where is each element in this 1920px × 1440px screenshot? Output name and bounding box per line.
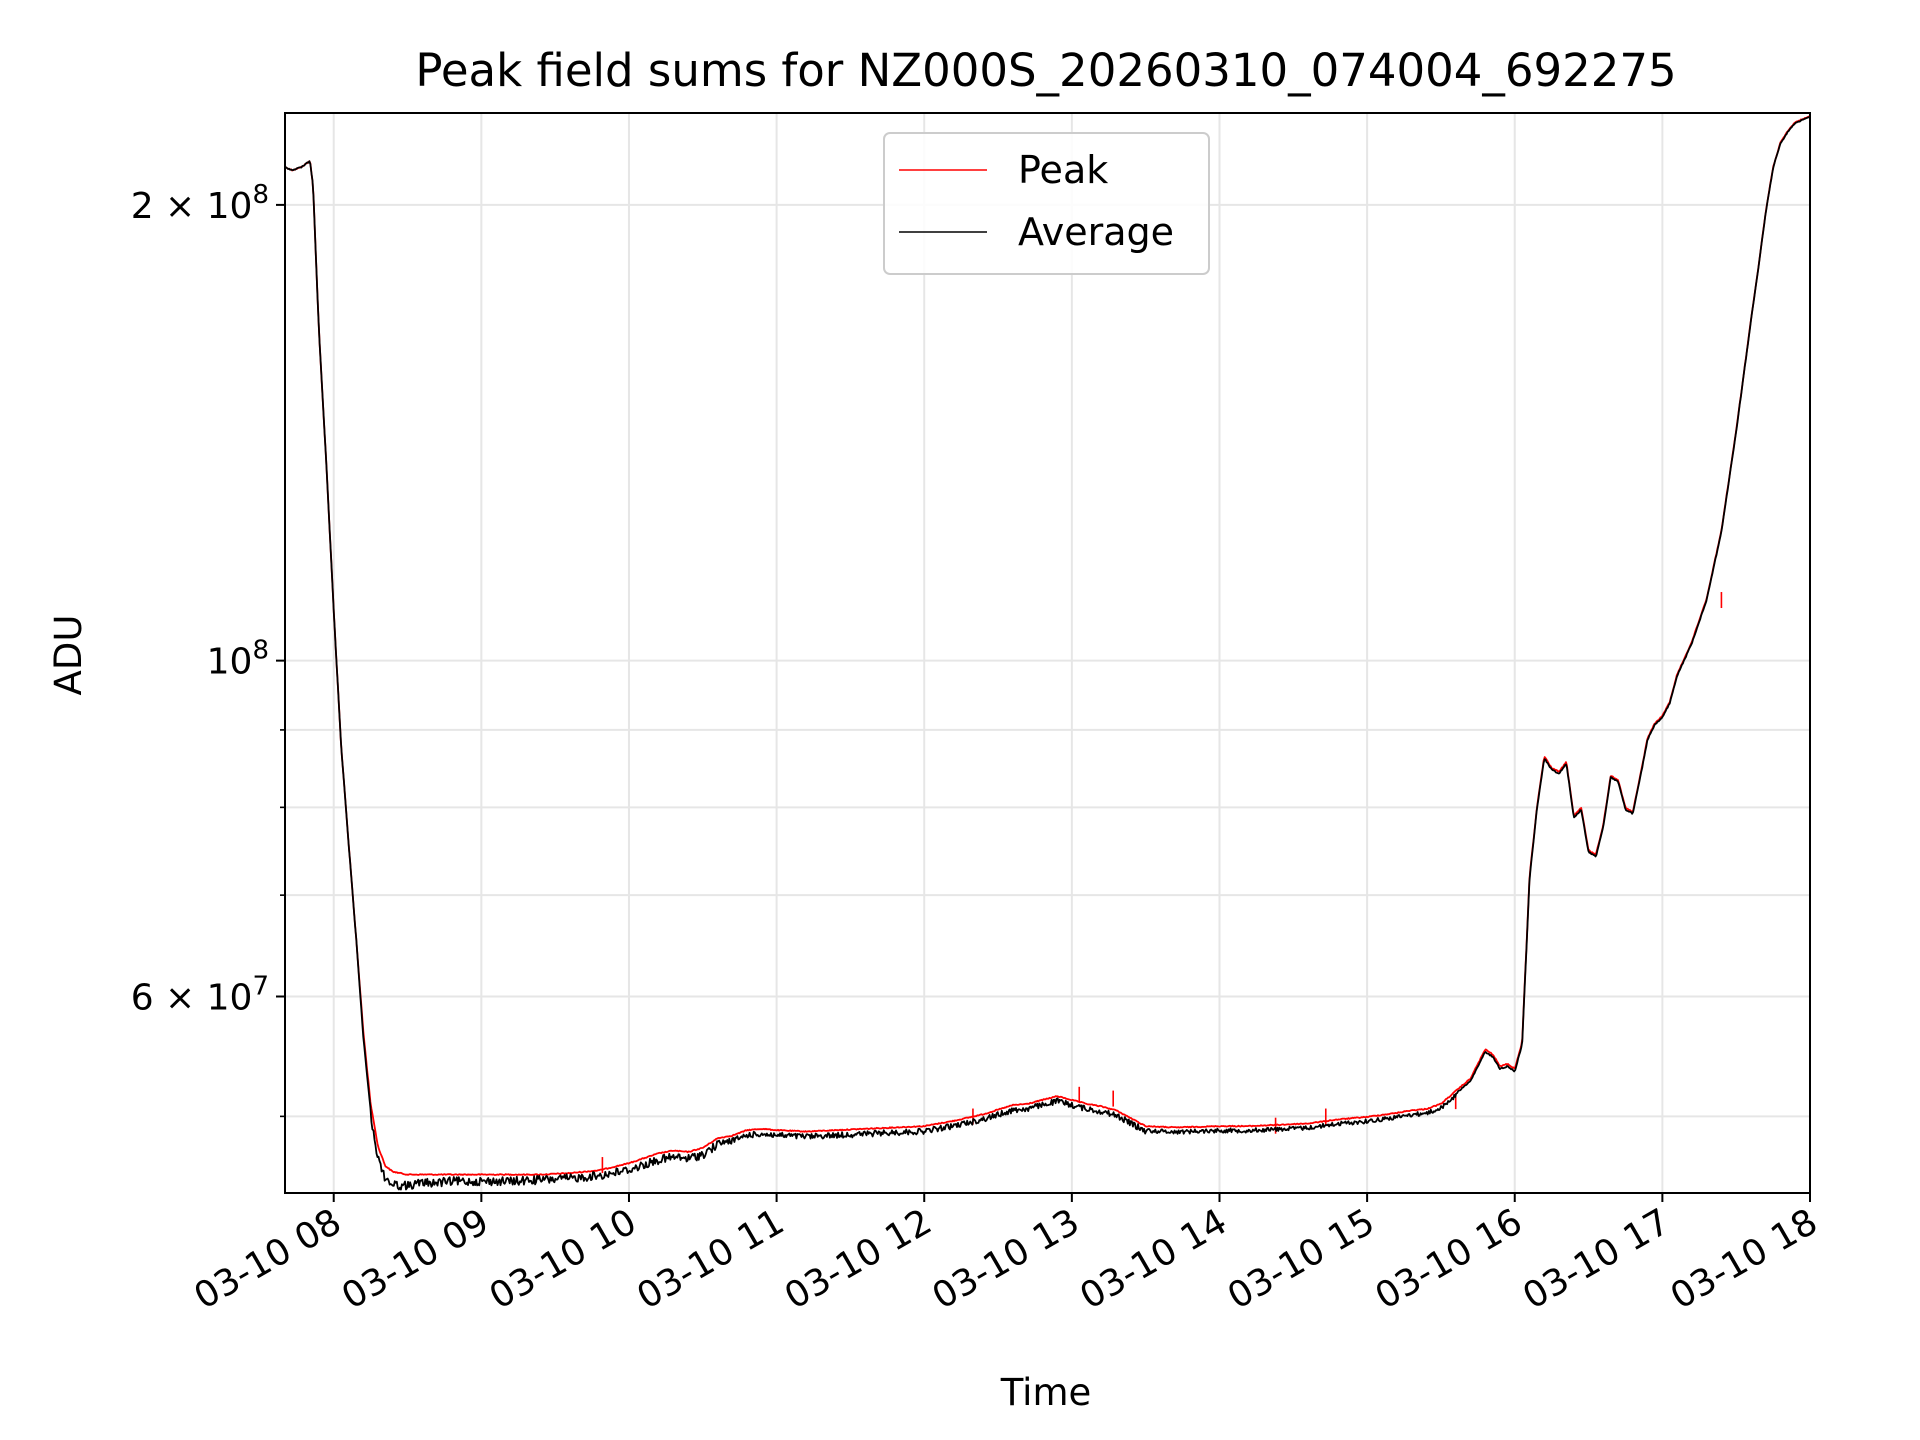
- y-axis-label: ADU: [47, 615, 90, 696]
- series-line-average: [285, 115, 1810, 1191]
- y-tick-label: 6 × 107: [131, 972, 269, 1019]
- y-axis: 6 × 107 108 2 × 108: [131, 180, 285, 1118]
- chart-title: Peak field sums for NZ000S_20260310_0740…: [415, 44, 1676, 97]
- legend-label-peak: Peak: [1018, 148, 1108, 192]
- axes-frame: [284, 112, 1811, 1194]
- series-line-peak: [285, 115, 1810, 1176]
- series-group-average: [285, 115, 1810, 1191]
- series-group-peak: [285, 115, 1810, 1176]
- legend: Peak Average: [883, 132, 1210, 275]
- y-tick-label: 108: [207, 636, 269, 683]
- x-axis-label: Time: [1000, 1371, 1092, 1414]
- legend-label-average: Average: [1018, 210, 1174, 254]
- plot-area: [285, 115, 1810, 1191]
- y-tick-label: 2 × 108: [131, 180, 269, 227]
- legend-box: [883, 132, 1210, 275]
